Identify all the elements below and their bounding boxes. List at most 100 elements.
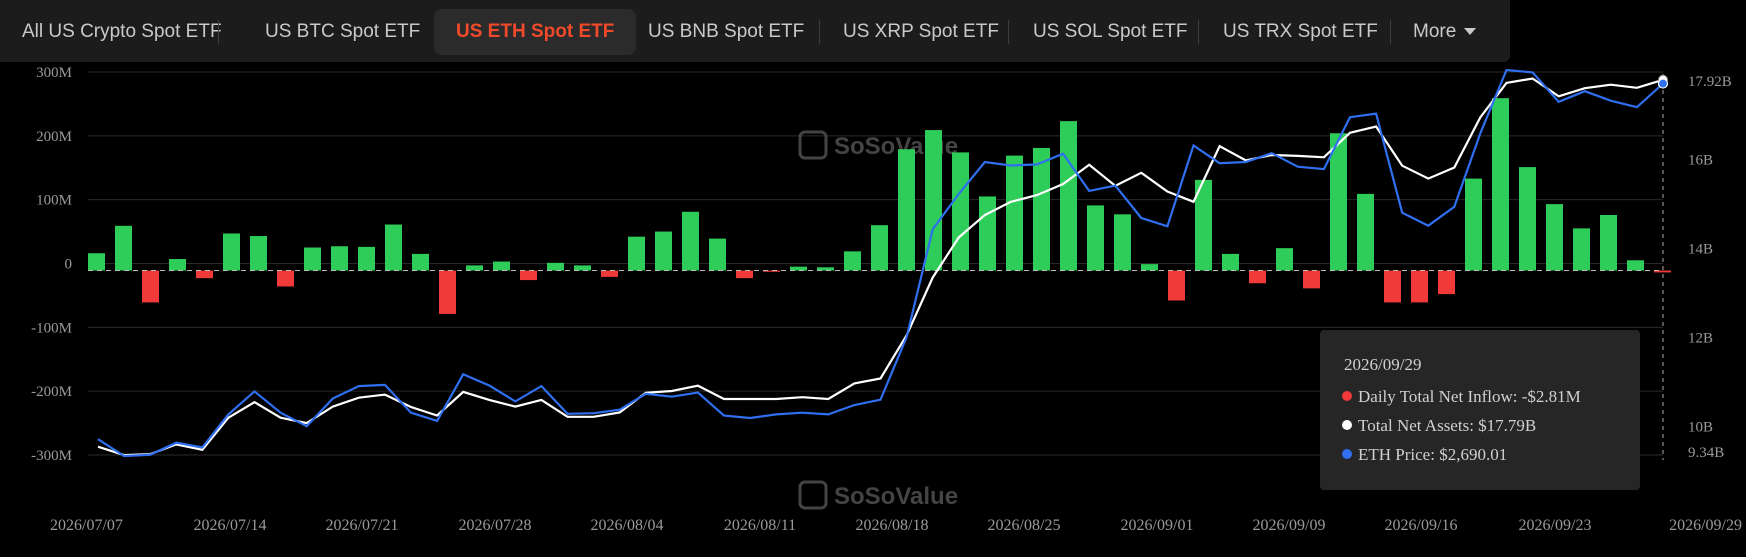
tooltip-inflow: Daily Total Net Inflow: -$2.81M [1358,387,1581,406]
x-tick-label: 2026/07/14 [194,517,267,534]
right-tick-label: 10B [1688,420,1713,436]
inflow-bar [439,270,456,314]
inflow-bar [1249,270,1266,284]
tooltip-date: 2026/09/29 [1344,355,1422,374]
more-label: More [1413,21,1457,42]
tab-us-trx-spot-etf[interactable]: US TRX Spot ETF [1223,21,1378,42]
inflow-bar [277,270,294,287]
inflow-bar [925,130,942,271]
x-tick-label: 2026/08/25 [988,517,1061,534]
inflow-bar [979,196,996,271]
inflow-bar [1492,98,1509,271]
inflow-bar [1384,270,1401,303]
left-tick-label: -300M [31,448,72,464]
right-tick-label: 17.92B [1688,74,1732,90]
etf-tab-bar: All US Crypto Spot ETF US BTC Spot ETF U… [0,0,1510,62]
inflow-bar [1060,121,1077,271]
tooltip-assets-row: Total Net Assets: $17.79B [1342,416,1536,436]
inflow-bar [250,236,267,271]
inflow-bar [88,253,105,271]
x-tick-label: 2026/07/21 [326,517,399,534]
right-axis-ticks: 17.92B 16B 14B 12B 10B 9.34B [1688,74,1732,461]
inflow-bar [871,225,888,271]
inflow-bar [1303,270,1320,289]
tab-us-sol-spot-etf[interactable]: US SOL Spot ETF [1033,21,1188,42]
watermark-logo-icon [798,480,828,510]
x-tick-label: 2026/09/29 [1669,517,1742,534]
watermark-logo-icon [798,130,828,160]
right-tick-label: 12B [1688,331,1713,347]
left-axis-ticks: 300M 200M 100M 0 -100M -200M -300M [31,65,72,464]
inflow-bar [1141,264,1158,271]
x-tick-label: 2026/08/18 [856,517,929,534]
total-net-assets-line [97,77,1664,457]
sosovalue-watermark-bottom: SoSoValue [798,480,958,510]
inflow-bar [412,253,429,271]
tab-separator [218,20,219,44]
inflow-bar [115,225,132,271]
tab-us-eth-spot-etf[interactable]: US ETH Spot ETF [434,9,637,55]
inflow-bar [331,246,348,271]
inflow-bar [1330,133,1347,271]
chevron-down-icon [1464,28,1477,36]
x-tick-label: 2026/09/23 [1519,517,1592,534]
inflow-bar [1357,193,1374,271]
x-tick-label: 2026/09/01 [1121,517,1194,534]
inflow-bar [304,247,321,271]
right-tick-label: 14B [1688,242,1713,258]
x-tick-label: 2026/07/28 [459,517,532,534]
inflow-bar [1519,167,1536,271]
tab-separator [1008,20,1009,44]
x-tick-label: 2026/09/09 [1253,517,1326,534]
left-tick-label: 300M [36,65,72,81]
more-dropdown[interactable]: More [1413,9,1477,55]
tab-separator [1390,20,1391,44]
inflow-bar [952,152,969,271]
inflow-bar [1411,270,1428,303]
inflow-bar [1114,214,1131,271]
tooltip-assets: Total Net Assets: $17.79B [1358,416,1537,435]
inflow-bar [682,211,699,271]
inflow-bar [1573,228,1590,271]
tab-separator [1198,20,1199,44]
inflow-bar [1276,248,1293,271]
inflow-bar [1087,205,1104,271]
tab-us-btc-spot-etf[interactable]: US BTC Spot ETF [265,21,421,42]
inflow-bar [1654,270,1671,273]
tab-us-xrp-spot-etf[interactable]: US XRP Spot ETF [843,21,999,42]
right-tick-label: 9.34B [1688,445,1724,461]
inflow-bar [1546,204,1563,271]
inflow-bar [628,236,645,271]
inflow-bar [790,266,807,271]
inflow-bar [1006,155,1023,271]
inflow-bar [601,270,618,277]
inflow-bar [493,261,510,271]
inflow-bars [88,98,1671,314]
inflow-bar [1222,253,1239,271]
left-tick-label: 200M [36,129,72,145]
left-tick-label: -200M [31,384,72,400]
inflow-bar [1438,270,1455,295]
inflow-bar [358,246,375,271]
eth-price-marker [1657,78,1669,89]
left-tick-label: 100M [36,193,72,209]
x-tick-label: 2026/08/04 [591,517,664,534]
x-axis-ticks: 2026/07/07 2026/07/14 2026/07/21 2026/07/28… [50,517,1742,534]
inflow-bar [817,267,834,271]
tooltip-price: ETH Price: $2,690.01 [1358,445,1508,464]
price-legend-dot [1342,449,1352,459]
tab-us-bnb-spot-etf[interactable]: US BNB Spot ETF [648,21,805,42]
inflow-bar [1195,179,1212,271]
x-tick-label: 2026/07/07 [50,517,123,534]
tab-separator [819,20,820,44]
inflow-bar [736,270,753,279]
watermark-text: SoSoValue [834,483,958,510]
inflow-legend-dot [1342,391,1352,401]
tab-all-us-crypto-spot-etf[interactable]: All US Crypto Spot ETF [22,21,222,42]
hover-tooltip: 2026/09/29 Daily Total Net Inflow: -$2.8… [1320,330,1640,490]
inflow-bar [898,149,915,271]
inflow-bar [520,270,537,281]
etf-flow-chart: SoSoValue SoSoValue 300M200M100M0-100M-2… [31,65,1742,534]
inflow-bar [547,262,564,271]
inflow-bar [196,270,213,279]
